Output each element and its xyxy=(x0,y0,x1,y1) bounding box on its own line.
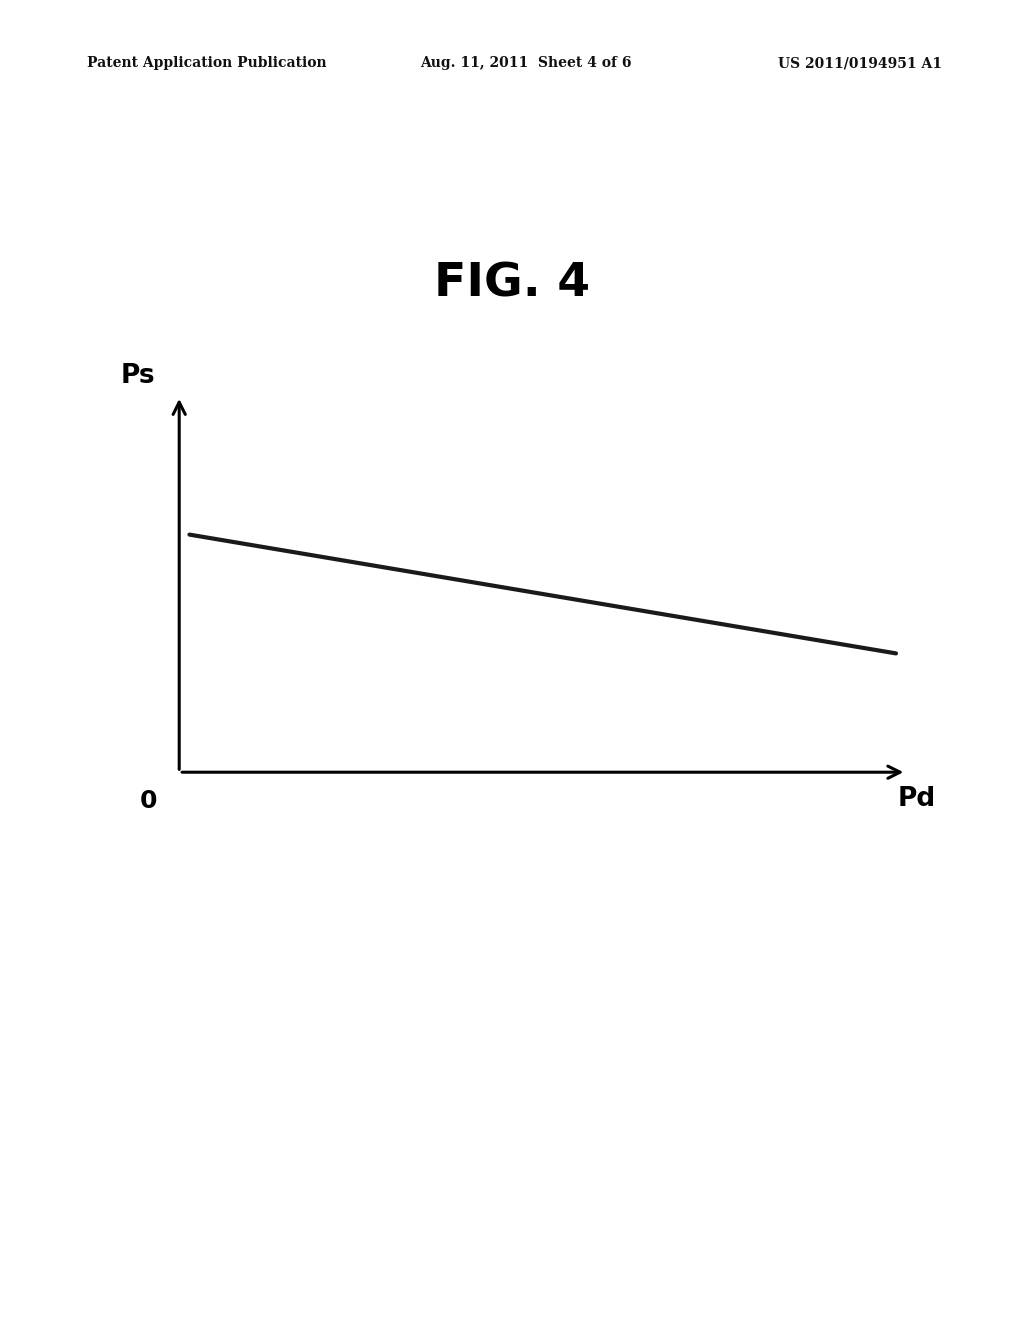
Text: FIG. 4: FIG. 4 xyxy=(434,261,590,306)
Text: US 2011/0194951 A1: US 2011/0194951 A1 xyxy=(778,57,942,70)
Text: Pd: Pd xyxy=(897,785,936,812)
Text: Aug. 11, 2011  Sheet 4 of 6: Aug. 11, 2011 Sheet 4 of 6 xyxy=(420,57,632,70)
Text: Ps: Ps xyxy=(121,363,156,389)
Text: Patent Application Publication: Patent Application Publication xyxy=(87,57,327,70)
Text: 0: 0 xyxy=(139,789,158,813)
